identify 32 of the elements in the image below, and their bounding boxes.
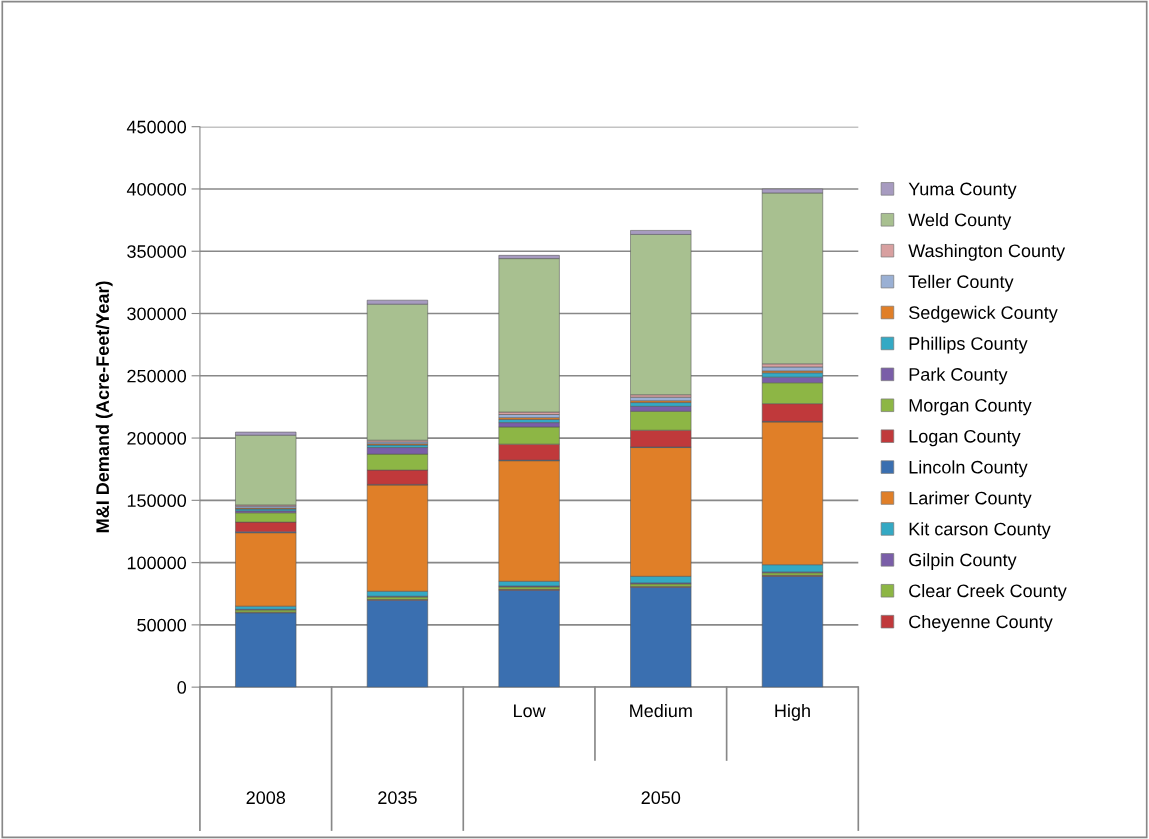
x-tick-label: Medium xyxy=(630,703,692,718)
legend-label: Gilpin County xyxy=(909,553,1017,570)
legend-label: Clear Creek County xyxy=(909,583,1067,601)
legend-label: Washington County xyxy=(908,243,1066,261)
legend-label: Phillips County xyxy=(909,336,1028,354)
y-tick-label: 400000 xyxy=(126,182,187,196)
legend-label: Larimer County xyxy=(909,491,1032,509)
y-tick-label: 100000 xyxy=(127,556,187,570)
y-tick-label: 350000 xyxy=(127,245,187,258)
legend-label: Park County xyxy=(909,367,1008,385)
x-tick-label: High xyxy=(775,703,810,721)
y-axis-title: M&I Demand (Acre-Feet/Year) xyxy=(95,281,113,533)
y-tick-label: 300000 xyxy=(127,307,187,321)
text: 2035 xyxy=(378,791,417,805)
legend-label: Yuma County xyxy=(908,182,1017,199)
y-tick-label: 50000 xyxy=(137,618,187,632)
legend-label: Teller County xyxy=(908,274,1014,292)
legend-label: Logan County xyxy=(909,429,1021,447)
y-tick-label: 0 xyxy=(177,681,187,694)
legend-label: Lincoln County xyxy=(909,460,1028,478)
y-tick-label: 450000 xyxy=(126,120,187,134)
y-tick-label: 250000 xyxy=(127,369,187,383)
text: 2008 xyxy=(246,791,286,805)
legend-label: Weld County xyxy=(908,213,1012,230)
y-tick-label: 200000 xyxy=(127,431,187,445)
x-tick-label: Low xyxy=(514,704,546,718)
legend-label: Cheyenne County xyxy=(909,614,1053,632)
legend-label: Morgan County xyxy=(909,398,1032,416)
text: 2050 xyxy=(641,791,681,805)
legend-label: Kit carson County xyxy=(909,522,1051,539)
y-tick-label: 150000 xyxy=(127,494,187,508)
legend-label: Sedgewick County xyxy=(909,305,1058,323)
